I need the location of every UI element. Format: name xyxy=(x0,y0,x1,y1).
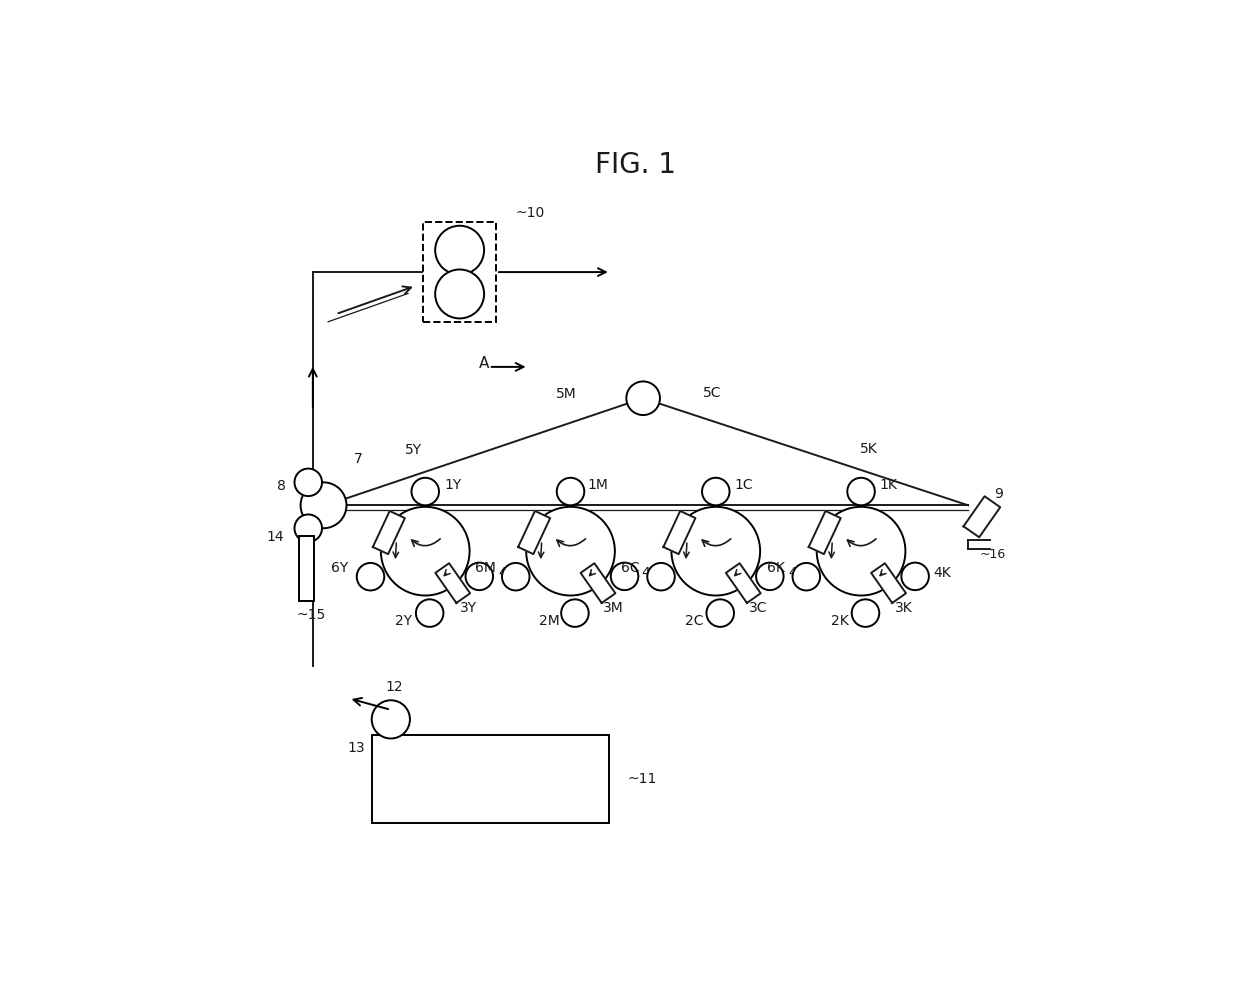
Circle shape xyxy=(526,506,615,596)
Circle shape xyxy=(817,506,905,596)
Circle shape xyxy=(702,478,729,505)
Circle shape xyxy=(901,563,929,590)
Circle shape xyxy=(852,600,879,627)
Text: 4Y: 4Y xyxy=(498,566,516,580)
Text: 2M: 2M xyxy=(538,614,559,628)
Polygon shape xyxy=(808,511,841,554)
Circle shape xyxy=(707,600,734,627)
Text: FIG. 1: FIG. 1 xyxy=(595,151,676,179)
Text: ~15: ~15 xyxy=(296,608,326,622)
Circle shape xyxy=(847,478,875,505)
Text: 12: 12 xyxy=(386,679,403,693)
Text: ~16: ~16 xyxy=(980,548,1006,561)
Polygon shape xyxy=(373,511,405,554)
Text: 3M: 3M xyxy=(603,601,624,615)
Text: 2C: 2C xyxy=(684,614,703,628)
Circle shape xyxy=(611,563,639,590)
Text: 6C: 6C xyxy=(621,560,640,575)
Text: 6K: 6K xyxy=(766,560,785,575)
Text: 3C: 3C xyxy=(749,601,768,615)
Polygon shape xyxy=(663,511,696,554)
Text: 7: 7 xyxy=(353,453,362,467)
Polygon shape xyxy=(872,563,906,603)
Text: 6Y: 6Y xyxy=(331,560,348,575)
Text: 1M: 1M xyxy=(588,479,609,493)
Text: A: A xyxy=(479,356,489,371)
Circle shape xyxy=(381,506,470,596)
Circle shape xyxy=(357,563,384,591)
Circle shape xyxy=(465,563,494,590)
Circle shape xyxy=(300,483,346,528)
Circle shape xyxy=(562,600,589,627)
Circle shape xyxy=(671,506,760,596)
Circle shape xyxy=(557,478,584,505)
Text: 3K: 3K xyxy=(895,601,913,615)
Text: 6M: 6M xyxy=(475,560,496,575)
Circle shape xyxy=(792,563,820,591)
Text: ~10: ~10 xyxy=(515,207,544,220)
Polygon shape xyxy=(725,563,760,603)
Circle shape xyxy=(412,478,439,505)
Text: 5C: 5C xyxy=(703,386,722,400)
Circle shape xyxy=(756,563,784,590)
Text: 13: 13 xyxy=(347,741,366,755)
Text: 14: 14 xyxy=(267,530,284,544)
Circle shape xyxy=(647,563,675,591)
Text: 1Y: 1Y xyxy=(444,479,461,493)
Text: 2K: 2K xyxy=(831,614,848,628)
Text: 4K: 4K xyxy=(934,566,951,580)
Circle shape xyxy=(626,381,660,415)
Circle shape xyxy=(415,600,444,627)
Circle shape xyxy=(294,469,322,496)
Text: 8: 8 xyxy=(277,480,286,494)
Bar xyxy=(372,735,609,822)
Text: 3Y: 3Y xyxy=(460,601,476,615)
Polygon shape xyxy=(963,496,1001,537)
Text: 5K: 5K xyxy=(859,442,878,456)
Bar xyxy=(299,536,315,601)
Text: 1C: 1C xyxy=(734,479,753,493)
Text: 4M: 4M xyxy=(642,566,662,580)
Text: 5Y: 5Y xyxy=(405,443,423,458)
Circle shape xyxy=(435,269,484,319)
Polygon shape xyxy=(435,563,470,603)
Text: 5M: 5M xyxy=(557,386,577,401)
Polygon shape xyxy=(518,511,551,554)
Text: 4C: 4C xyxy=(789,566,806,580)
Circle shape xyxy=(435,225,484,275)
Text: 1K: 1K xyxy=(879,479,898,493)
Circle shape xyxy=(502,563,529,591)
Text: 2Y: 2Y xyxy=(396,614,412,628)
Text: ~11: ~11 xyxy=(627,772,657,785)
Circle shape xyxy=(372,700,410,739)
Text: 9: 9 xyxy=(994,487,1003,500)
Polygon shape xyxy=(580,563,615,603)
Bar xyxy=(423,222,496,322)
Circle shape xyxy=(294,514,322,542)
